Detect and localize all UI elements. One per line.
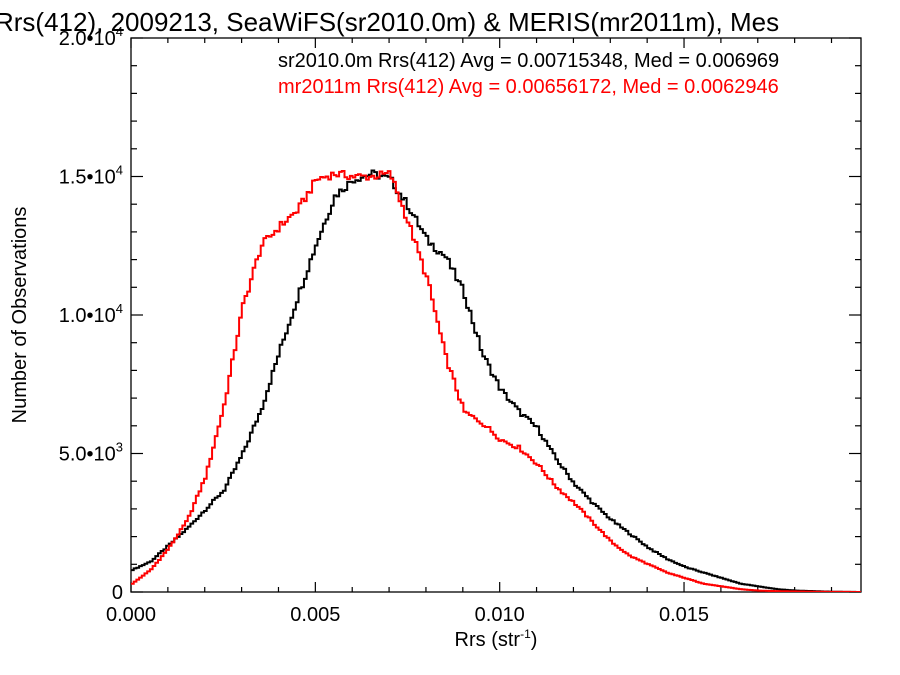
x-axis-label-tail: ) <box>531 629 538 651</box>
x-axis-label: Rrs (str-1) <box>455 627 538 651</box>
x-tick-label: 0.000 <box>106 604 156 626</box>
x-axis-ticks: 0.000 0.005 0.010 0.015 <box>106 38 833 626</box>
y-axis-label: Number of Observations <box>9 207 31 424</box>
chart-title: Rrs(412), 2009213, SeaWiFS(sr2010.0m) & … <box>0 7 779 37</box>
series-annotation-mr2011: mr2011m Rrs(412) Avg = 0.00656172, Med =… <box>278 76 779 98</box>
y-tick-label: 2.0•104 <box>59 24 123 50</box>
x-tick-label: 0.015 <box>659 604 709 626</box>
series-layer <box>131 169 861 592</box>
x-axis-label-exponent: -1 <box>520 627 531 641</box>
y-tick-label: 0 <box>112 582 123 604</box>
x-tick-label: 0.010 <box>475 604 525 626</box>
series-line-sr2010.0m <box>131 169 861 592</box>
x-tick-label: 0.005 <box>290 604 340 626</box>
series-line-mr2011m <box>131 169 861 592</box>
y-axis-ticks: 0 5.0•103 1.0•104 1.5•104 2.0•104 <box>59 24 861 604</box>
x-axis-label-text: Rrs (str <box>455 629 521 651</box>
y-tick-label: 1.5•104 <box>59 163 123 189</box>
series-annotation-sr2010: sr2010.0m Rrs(412) Avg = 0.00715348, Med… <box>278 50 779 72</box>
y-tick-label: 5.0•103 <box>59 440 123 466</box>
y-tick-label: 1.0•104 <box>59 301 123 327</box>
